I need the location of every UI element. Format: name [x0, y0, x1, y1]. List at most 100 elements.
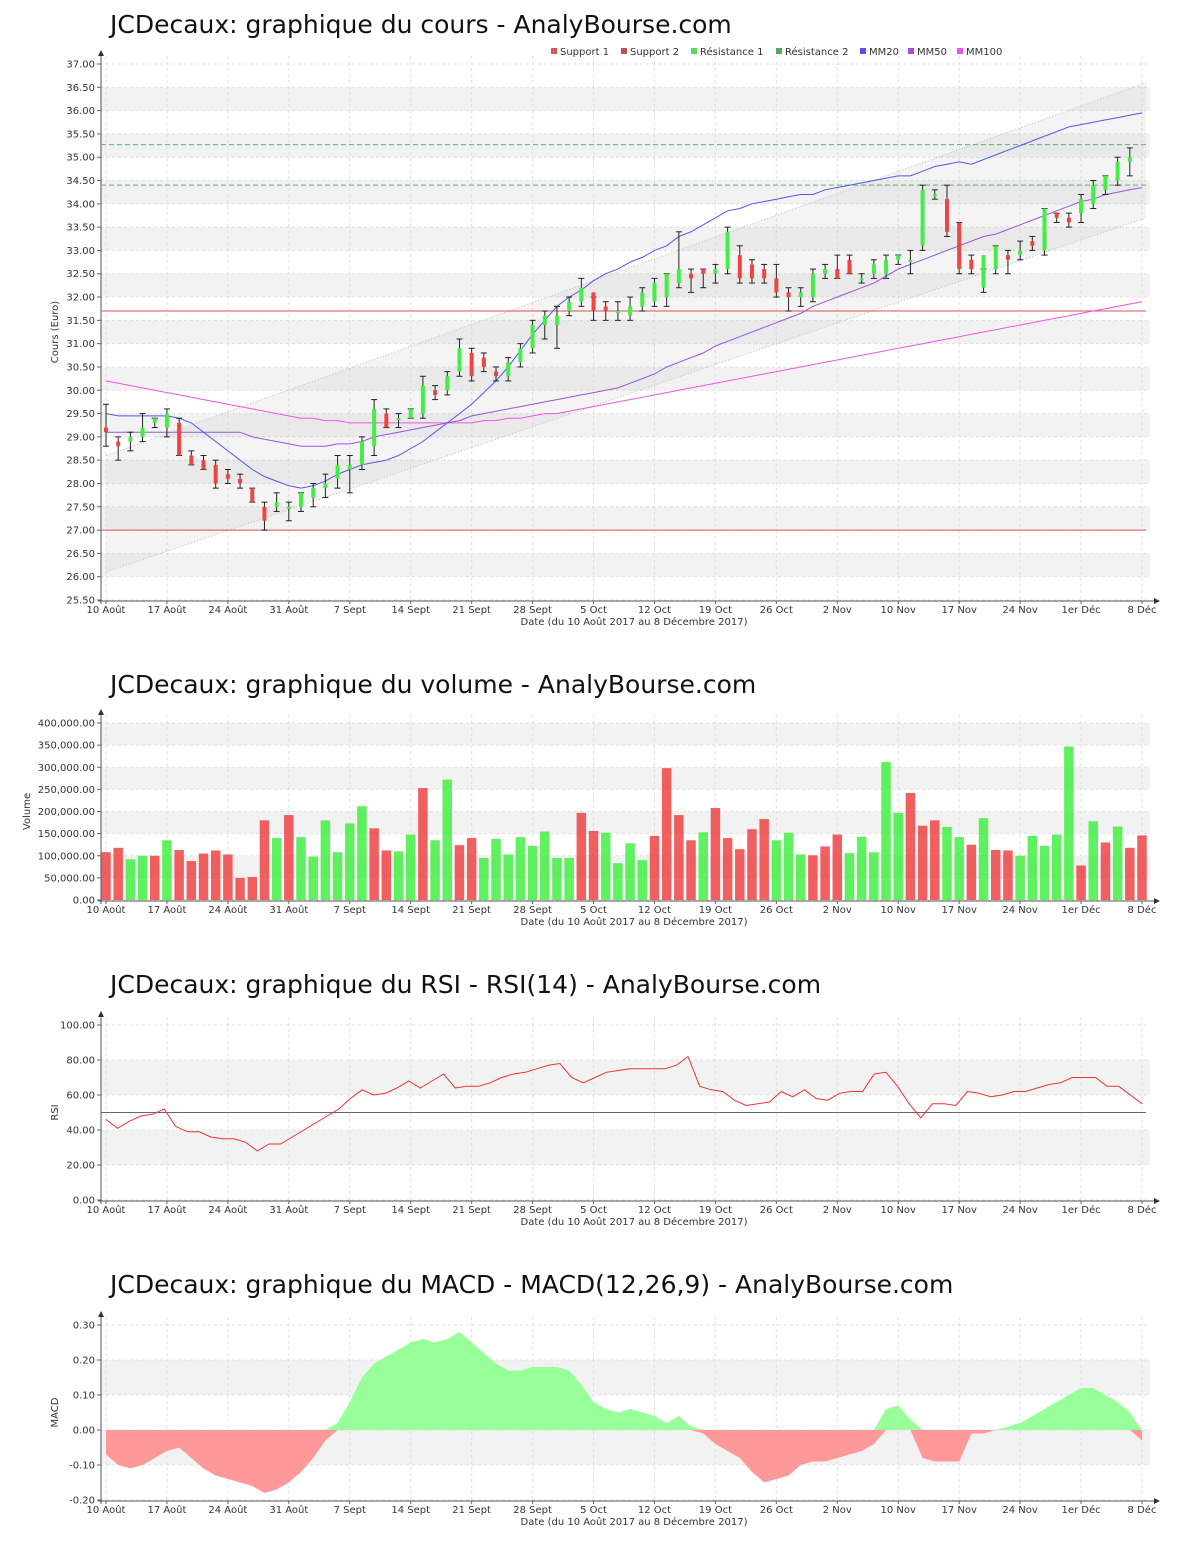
volume-bar: [479, 857, 489, 900]
volume-bar: [747, 829, 757, 900]
price-y-tick-label: 31.50: [66, 316, 95, 327]
volume-bar: [954, 837, 964, 900]
price-y-tick-label: 28.50: [66, 456, 95, 467]
volume-y-tick-label: 50,000.00: [44, 873, 95, 884]
candle-body: [1115, 161, 1120, 181]
legend-swatch: [691, 48, 697, 54]
legend-swatch: [776, 48, 782, 54]
volume-bar: [576, 812, 587, 900]
price-y-tick-label: 35.00: [66, 153, 95, 164]
rsi-x-tick-label: 10 Nov: [881, 1205, 917, 1216]
volume-bar: [917, 825, 928, 900]
price-x-tick-label: 28 Sept: [513, 605, 552, 616]
candle-body: [944, 199, 949, 232]
rsi-y-tick-label: 60.00: [66, 1091, 95, 1102]
macd-x-tick-label: 2 Nov: [823, 1505, 852, 1516]
candle-body: [140, 427, 145, 437]
candle-body: [810, 273, 815, 298]
candle-body: [1054, 213, 1059, 218]
volume-bar: [1088, 821, 1099, 900]
volume-bar: [540, 831, 550, 900]
volume-bar: [722, 838, 733, 900]
macd-negative-area: [106, 1430, 1142, 1493]
volume-bar: [710, 807, 721, 900]
volume-bar: [430, 840, 440, 900]
volume-bar: [357, 806, 367, 900]
price-y-tick-label: 30.50: [66, 362, 95, 373]
volume-y-tick-label: 350,000.00: [38, 741, 95, 752]
volume-bar: [1039, 846, 1050, 900]
candle-body: [957, 222, 962, 270]
price-grid-band: [100, 273, 1150, 298]
price-y-tick-label: 34.50: [66, 176, 95, 187]
volume-y-tick-label: 200,000.00: [38, 807, 95, 818]
volume-x-tick-label: 26 Oct: [760, 905, 793, 916]
legend-swatch: [621, 48, 627, 54]
candle-body: [579, 287, 584, 302]
candle-body: [1091, 185, 1096, 204]
candle-body: [530, 325, 535, 349]
candle-body: [286, 506, 291, 509]
volume-bar: [1125, 847, 1135, 900]
price-x-tick-label: 10 Nov: [881, 605, 917, 616]
rsi-x-axis-arrow: [1154, 1198, 1160, 1204]
rsi-x-tick-label: 28 Sept: [513, 1205, 552, 1216]
volume-bar: [235, 877, 245, 900]
rsi-x-tick-label: 31 Août: [269, 1204, 308, 1216]
candle-body: [932, 194, 937, 197]
volume-x-tick-label: 19 Oct: [699, 905, 732, 916]
candle-body: [774, 278, 779, 293]
macd-y-axis-title: MACD: [50, 1397, 61, 1427]
volume-bar: [1137, 835, 1147, 900]
price-y-tick-label: 31.00: [66, 339, 95, 350]
candle-body: [823, 269, 828, 274]
volume-bar: [856, 836, 867, 900]
price-x-tick-label: 12 Oct: [638, 605, 671, 616]
volume-bar: [783, 832, 794, 900]
trend-channel: [106, 82, 1146, 573]
volume-bar: [186, 861, 197, 900]
candle-body: [859, 278, 864, 281]
candle-body: [262, 506, 267, 521]
volume-bar: [503, 854, 513, 900]
candle-body: [384, 413, 389, 428]
volume-bar: [515, 837, 526, 900]
volume-x-tick-label: 5 Oct: [580, 905, 607, 916]
candle-body: [213, 464, 218, 484]
rsi-y-axis-title: RSI: [50, 1104, 61, 1120]
volume-bar: [930, 820, 940, 900]
volume-x-tick-label: 17 Nov: [941, 905, 977, 916]
volume-bar: [1064, 746, 1074, 900]
volume-bar: [491, 838, 501, 900]
volume-bar: [820, 846, 830, 900]
volume-x-tick-label: 8 Déc: [1128, 904, 1157, 916]
candle-body: [299, 492, 304, 507]
price-x-tick-label: 26 Oct: [760, 605, 793, 616]
volume-bar: [1027, 835, 1038, 900]
volume-bar: [1076, 865, 1086, 900]
candle-body: [457, 348, 462, 372]
candle-body: [713, 269, 718, 274]
volume-bar: [149, 855, 160, 900]
volume-x-tick-label: 2 Nov: [823, 905, 852, 916]
candle-body: [567, 301, 572, 312]
price-y-tick-label: 26.00: [66, 572, 95, 583]
volume-bar: [259, 820, 270, 900]
candle-body: [250, 488, 255, 503]
price-x-tick-label: 17 Août: [147, 604, 186, 616]
price-y-tick-label: 36.50: [66, 83, 95, 94]
candle-body: [664, 273, 669, 298]
volume-bar: [735, 849, 745, 900]
price-y-tick-label: 34.00: [66, 199, 95, 210]
price-y-tick-label: 29.00: [66, 432, 95, 443]
volume-x-tick-label: 12 Oct: [638, 905, 671, 916]
legend-swatch: [551, 48, 557, 54]
price-y-tick-label: 33.00: [66, 246, 95, 257]
volume-bar: [1015, 855, 1025, 900]
volume-bar: [369, 828, 379, 900]
volume-grid-band: [100, 723, 1150, 746]
legend-label: Support 2: [630, 47, 679, 58]
price-y-tick-label: 25.50: [66, 596, 95, 607]
price-y-tick-label: 33.50: [66, 223, 95, 234]
volume-bar: [869, 852, 879, 900]
